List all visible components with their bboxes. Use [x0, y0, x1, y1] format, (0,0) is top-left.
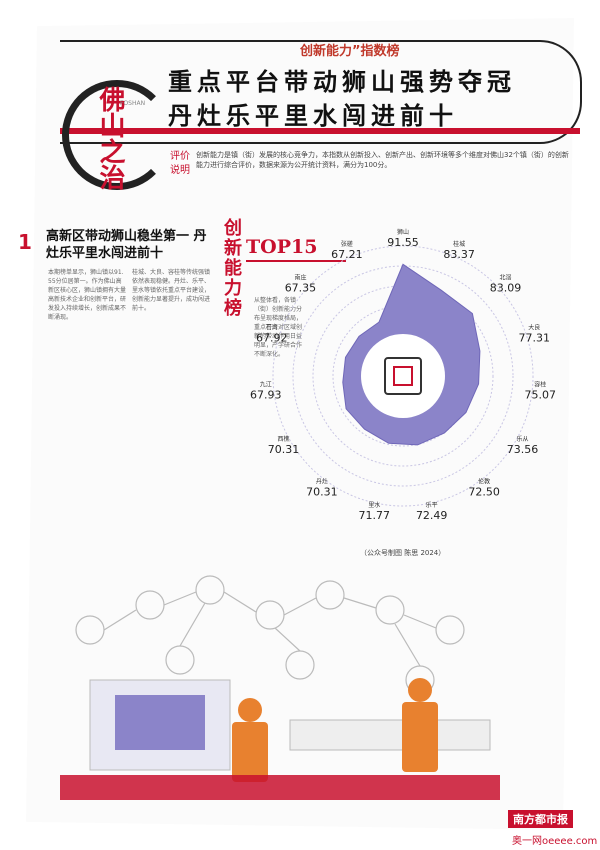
logo-subtext: FOSHAN — [120, 100, 146, 107]
radar-category-label: 乐从 — [517, 436, 529, 443]
radar-category-label: 西樵 — [277, 435, 289, 443]
body-column-3: 从整体看，各镇（街）创新能力分布呈现梯度格局，重点平台对区域创新的带动作用日益明… — [254, 297, 303, 358]
radar-ring — [312, 285, 494, 467]
vertical-title: 创新能力榜 — [221, 218, 242, 318]
radar-value-label: 70.31 — [306, 486, 338, 499]
body-column-1: 本期榜单显示，狮山镇以91.55分位居第一。作为佛山高新区核心区，狮山镇拥有大量… — [48, 269, 127, 321]
radar-value-label: 77.31 — [518, 331, 550, 344]
radar-value-label: 67.21 — [331, 248, 363, 261]
radar-category-label: 石湾 — [266, 323, 278, 331]
radar-value-label: 70.31 — [268, 443, 300, 456]
radar-value-label: 83.09 — [490, 282, 521, 295]
brand-logo: 南方都市报 — [508, 810, 573, 828]
headline-line1: 重点平台带动狮山强势夺冠 — [168, 68, 516, 96]
radar-value-label: 67.93 — [250, 388, 282, 401]
radar-value-label: 67.35 — [285, 282, 317, 295]
headline-line2: 丹灶乐平里水闯进前十 — [168, 102, 458, 130]
radar-category-label: 狮山 — [397, 228, 409, 236]
radar-category-label: 容桂 — [534, 380, 546, 388]
illustration — [60, 575, 500, 800]
chart-source: （公众号制图 陈思 2024） — [360, 549, 446, 557]
radar-value-label: 75.07 — [524, 388, 556, 401]
radar-value-label: 83.37 — [443, 248, 475, 261]
radar-value-label: 73.56 — [507, 443, 538, 456]
red-divider — [60, 128, 580, 134]
header-tag: 创新能力”指数榜 — [300, 44, 400, 59]
radar-category-label: 桂城 — [453, 240, 465, 248]
radar-category-label: 张槎 — [341, 240, 353, 248]
chip-icon — [384, 357, 422, 395]
radar-category-label: 北滘 — [500, 274, 512, 282]
section-number: 1 — [18, 230, 32, 254]
radar-category-label: 大良 — [528, 323, 540, 331]
radar-value-label: 72.49 — [416, 509, 448, 522]
radar-category-label: 伦教 — [478, 478, 490, 486]
logo-ring — [62, 80, 172, 190]
radar-category-label: 南庄 — [294, 274, 306, 282]
brand-site: 奥一网oeeee.com — [512, 836, 598, 847]
radar-value-label: 72.50 — [468, 486, 500, 499]
logo-text: 佛山之治 — [95, 86, 125, 190]
title-frame — [60, 40, 582, 144]
section-title: 高新区带动狮山稳坐第一 丹灶乐平里水闯进前十 — [46, 229, 207, 261]
radar-ring — [272, 245, 534, 507]
radar-category-label: 乐平 — [426, 502, 438, 509]
radar-category-label: 里水 — [368, 501, 380, 509]
body-column-2: 桂城、大良、容桂等传统强镇依然表现稳健。丹灶、乐平、里水等镇依托重点平台建设，创… — [132, 269, 211, 312]
intro-text: 创新能力是镇（街）发展的核心竞争力，本指数从创新投入、创新产出、创新环境等多个维… — [196, 151, 569, 169]
radar-category-label: 九江 — [260, 380, 272, 388]
top15-underline — [246, 260, 346, 262]
radar-value-label: 71.77 — [359, 509, 391, 522]
radar-value-label: 91.55 — [387, 236, 419, 249]
intro-label: 评价说明 — [170, 151, 190, 176]
radar-value-label: 67.92 — [256, 331, 288, 344]
radar-category-label: 丹灶 — [316, 478, 328, 486]
top15-label: TOP15 — [246, 236, 318, 258]
